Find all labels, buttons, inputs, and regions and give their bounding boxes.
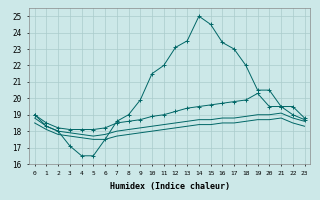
- X-axis label: Humidex (Indice chaleur): Humidex (Indice chaleur): [109, 182, 229, 190]
